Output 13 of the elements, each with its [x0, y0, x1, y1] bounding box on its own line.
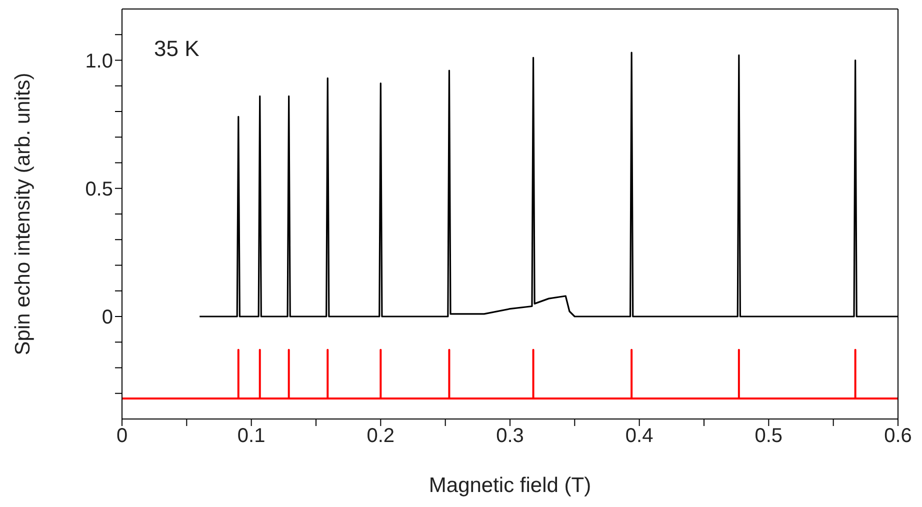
y-axis-title: Spin echo intensity (arb. units) [11, 72, 34, 356]
x-tick-label: 0.6 [884, 425, 912, 448]
x-tick-label: 0 [116, 425, 128, 448]
y-tick-label: 0.5 [85, 178, 113, 200]
x-tick-label: 0.2 [366, 425, 395, 448]
y-tick-label: 1.0 [85, 50, 113, 72]
x-tick-label: 0.3 [496, 425, 524, 448]
x-tick-label: 0.4 [625, 425, 654, 448]
y-tick-label: 0 [102, 306, 113, 329]
x-tick-label: 0.1 [237, 425, 266, 448]
annotation: 35 K [154, 36, 200, 62]
x-tick-label: 0.5 [754, 425, 783, 448]
x-axis-title: Magnetic field (T) [428, 474, 592, 497]
